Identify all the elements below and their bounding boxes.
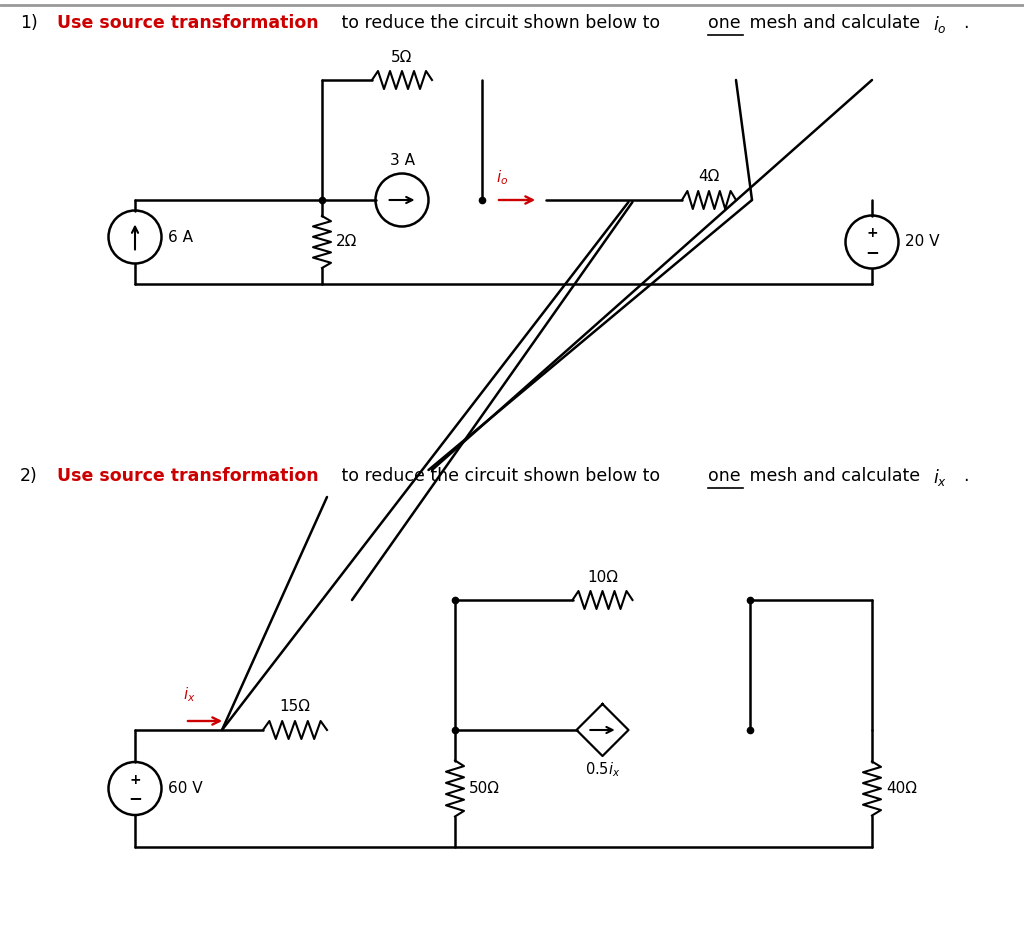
Text: 60 V: 60 V [168,781,203,796]
Text: −: − [128,789,142,807]
Text: 4Ω: 4Ω [698,169,720,184]
Text: mesh and calculate: mesh and calculate [744,467,926,485]
Text: 5Ω: 5Ω [391,50,413,65]
Text: +: + [866,226,878,240]
Text: $i_x$: $i_x$ [933,467,947,488]
Text: 6 A: 6 A [168,229,193,245]
Text: .: . [963,14,969,32]
Text: 50Ω: 50Ω [469,781,500,796]
Text: one: one [708,14,740,32]
Text: 3 A: 3 A [389,153,415,168]
Text: to reduce the circuit shown below to: to reduce the circuit shown below to [336,467,666,485]
Text: .: . [963,467,969,485]
Text: $i_o$: $i_o$ [496,169,508,187]
Text: 2Ω: 2Ω [336,234,357,249]
Text: Use source transformation: Use source transformation [57,467,318,485]
Text: 40Ω: 40Ω [886,781,918,796]
Text: −: − [865,243,879,261]
Text: one: one [708,467,740,485]
Text: +: + [129,772,141,786]
Text: 1): 1) [20,14,38,32]
Text: 0.5$i_x$: 0.5$i_x$ [585,760,621,779]
Text: $i_o$: $i_o$ [933,14,946,35]
Text: 20 V: 20 V [905,234,939,249]
Text: 10Ω: 10Ω [587,570,618,585]
Text: 15Ω: 15Ω [280,699,310,714]
Text: $i_x$: $i_x$ [183,685,196,704]
Text: mesh and calculate: mesh and calculate [744,14,926,32]
Text: 2): 2) [20,467,38,485]
Text: Use source transformation: Use source transformation [57,14,318,32]
Text: to reduce the circuit shown below to: to reduce the circuit shown below to [336,14,666,32]
